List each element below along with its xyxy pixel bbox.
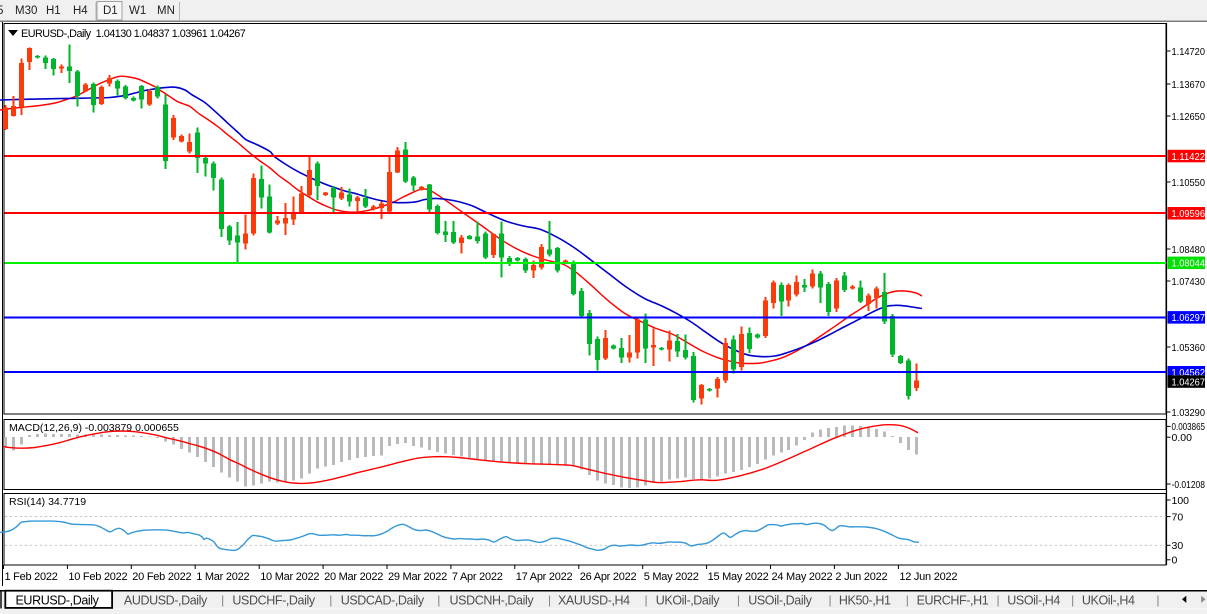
svg-text:AUDUSD-,Daily: AUDUSD-,Daily <box>124 593 208 607</box>
svg-text:M30: M30 <box>15 5 37 17</box>
svg-text:1.10550: 1.10550 <box>1172 177 1206 189</box>
svg-text:1.07430: 1.07430 <box>1172 276 1206 288</box>
svg-text:EURUSD-,Daily 1.04130 1.04837: EURUSD-,Daily 1.04130 1.04837 1.03961 1.… <box>21 28 246 40</box>
svg-text:|: | <box>1156 593 1159 607</box>
svg-text:D1: D1 <box>103 5 118 17</box>
svg-text:MN: MN <box>157 5 175 17</box>
svg-text:12 Jun 2022: 12 Jun 2022 <box>899 571 957 583</box>
svg-text:1 Mar 2022: 1 Mar 2022 <box>196 571 249 583</box>
svg-text:EURUSD-,Daily: EURUSD-,Daily <box>16 593 100 607</box>
svg-text:1.03290: 1.03290 <box>1172 407 1206 419</box>
svg-text:|: | <box>737 593 740 607</box>
svg-text:26 Apr 2022: 26 Apr 2022 <box>580 571 637 583</box>
svg-text:HK50-,H1: HK50-,H1 <box>839 593 891 607</box>
svg-text:1.04267: 1.04267 <box>1172 376 1206 388</box>
svg-text:1.13670: 1.13670 <box>1172 79 1206 91</box>
svg-text:100: 100 <box>1172 495 1190 507</box>
svg-text:70: 70 <box>1172 511 1184 523</box>
svg-text:10 Mar 2022: 10 Mar 2022 <box>260 571 319 583</box>
svg-text:7 Apr 2022: 7 Apr 2022 <box>452 571 503 583</box>
svg-text:|: | <box>997 593 1000 607</box>
svg-text:H1: H1 <box>46 5 61 17</box>
svg-text:|: | <box>437 593 440 607</box>
svg-text:1.08044: 1.08044 <box>1172 258 1206 270</box>
svg-text:USOil-,Daily: USOil-,Daily <box>748 593 812 607</box>
svg-text:1.06297: 1.06297 <box>1172 312 1206 324</box>
svg-text:USDCHF-,Daily: USDCHF-,Daily <box>232 593 315 607</box>
svg-text:UKOil-,H4: UKOil-,H4 <box>1082 593 1135 607</box>
svg-text:|: | <box>829 593 832 607</box>
svg-text:0: 0 <box>1172 555 1178 567</box>
svg-text:|: | <box>906 593 909 607</box>
svg-text:|: | <box>645 593 648 607</box>
svg-text:5: 5 <box>0 5 3 17</box>
svg-text:RSI(14) 34.7719: RSI(14) 34.7719 <box>9 496 86 508</box>
svg-text:30: 30 <box>1172 540 1184 552</box>
svg-text:1.09596: 1.09596 <box>1172 208 1206 220</box>
svg-text:-0.01208: -0.01208 <box>1172 479 1206 491</box>
svg-text:15 May 2022: 15 May 2022 <box>708 571 769 583</box>
svg-text:MACD(12,26,9) -0.003879 0.0006: MACD(12,26,9) -0.003879 0.000655 <box>9 422 179 434</box>
svg-text:|: | <box>548 593 551 607</box>
svg-text:1.14720: 1.14720 <box>1172 46 1206 58</box>
svg-text:UKOil-,Daily: UKOil-,Daily <box>656 593 720 607</box>
svg-text:|: | <box>1071 593 1074 607</box>
svg-text:1.12650: 1.12650 <box>1172 111 1206 123</box>
svg-text:1.11422: 1.11422 <box>1172 151 1206 163</box>
svg-text:20 Mar 2022: 20 Mar 2022 <box>324 571 383 583</box>
svg-text:20 Feb 2022: 20 Feb 2022 <box>132 571 191 583</box>
svg-text:USOil-,H4: USOil-,H4 <box>1007 593 1060 607</box>
svg-text:H4: H4 <box>73 5 88 17</box>
svg-text:5 May 2022: 5 May 2022 <box>644 571 699 583</box>
svg-text:|: | <box>221 593 224 607</box>
svg-text:1 Feb 2022: 1 Feb 2022 <box>5 571 58 583</box>
svg-text:EURCHF-,H1: EURCHF-,H1 <box>917 593 989 607</box>
svg-text:17 Apr 2022: 17 Apr 2022 <box>516 571 573 583</box>
svg-text:10 Feb 2022: 10 Feb 2022 <box>68 571 127 583</box>
svg-text:USDCAD-,Daily: USDCAD-,Daily <box>341 593 425 607</box>
svg-text:0.00: 0.00 <box>1172 432 1193 444</box>
svg-text:24 May 2022: 24 May 2022 <box>772 571 833 583</box>
svg-text:|: | <box>329 593 332 607</box>
svg-text:1.05360: 1.05360 <box>1172 342 1206 354</box>
svg-text:1.08480: 1.08480 <box>1172 244 1206 256</box>
svg-text:W1: W1 <box>129 5 146 17</box>
svg-text:2 Jun 2022: 2 Jun 2022 <box>835 571 887 583</box>
svg-text:29 Mar 2022: 29 Mar 2022 <box>388 571 447 583</box>
svg-text:XAUUSD-,H4: XAUUSD-,H4 <box>558 593 630 607</box>
svg-text:USDCNH-,Daily: USDCNH-,Daily <box>450 593 535 607</box>
svg-text:0.003865: 0.003865 <box>1172 421 1206 433</box>
